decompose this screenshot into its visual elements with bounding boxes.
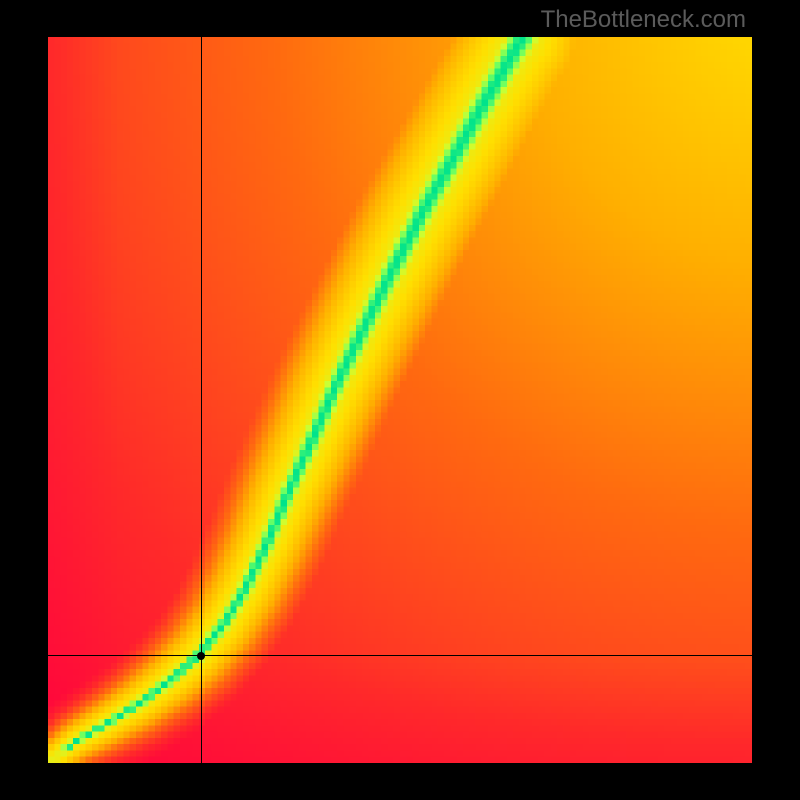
watermark-text: TheBottleneck.com: [541, 6, 746, 34]
plot-area: [48, 37, 752, 763]
crosshair-horizontal: [48, 655, 752, 656]
